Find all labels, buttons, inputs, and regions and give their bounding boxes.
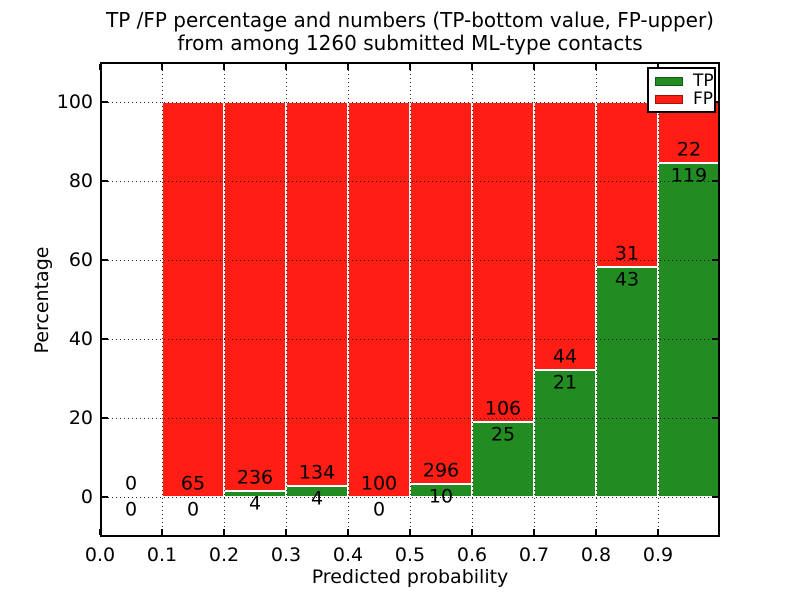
y-tick-label-60: 60 xyxy=(68,248,93,271)
bar-tp-6 xyxy=(472,421,534,498)
label-fp-count-1: 65 xyxy=(180,472,206,495)
label-fp-count-7: 44 xyxy=(552,345,578,368)
chart-title-line-1: TP /FP percentage and numbers (TP-bottom… xyxy=(106,8,714,32)
gridline-x-0.9 xyxy=(658,62,659,537)
bar-fp-2 xyxy=(224,101,286,491)
bar-fp-8 xyxy=(596,101,658,268)
label-tp-count-8: 43 xyxy=(614,268,640,291)
x-tick-top-0.7 xyxy=(533,64,535,70)
y-tick-label-0: 0 xyxy=(80,486,93,509)
y-tick-right-20 xyxy=(712,417,718,420)
label-tp-count-9: 119 xyxy=(670,164,708,187)
label-tp-count-2: 4 xyxy=(248,492,262,515)
label-tp-count-4: 0 xyxy=(372,498,386,521)
x-tick-bottom-0.9 xyxy=(657,529,659,535)
gridline-x-0.7 xyxy=(534,62,535,537)
x-tick-bottom-0.2 xyxy=(223,529,225,535)
x-tick-top-0.2 xyxy=(223,64,225,70)
x-tick-bottom-0.6 xyxy=(471,529,473,535)
bar-fp-4 xyxy=(348,101,410,498)
y-tick-left-20 xyxy=(102,417,108,420)
label-tp-count-3: 4 xyxy=(310,487,324,510)
x-tick-label-0.2: 0.2 xyxy=(208,544,240,566)
label-fp-count-4: 100 xyxy=(360,472,398,495)
gridline-x-0.2 xyxy=(224,62,225,537)
x-tick-label-0.6: 0.6 xyxy=(456,544,488,566)
legend: TP FP xyxy=(647,67,716,113)
legend-label-fp: FP xyxy=(693,89,714,109)
x-tick-label-0.5: 0.5 xyxy=(394,544,426,566)
y-tick-label-80: 80 xyxy=(68,169,93,192)
x-tick-label-0.3: 0.3 xyxy=(270,544,302,566)
label-tp-count-6: 25 xyxy=(490,423,516,446)
gridline-x-0.1 xyxy=(162,62,163,537)
y-tick-left-80 xyxy=(102,179,108,182)
gridline-x-0.3 xyxy=(286,62,287,537)
bar-fp-6 xyxy=(472,101,534,422)
y-tick-label-100: 100 xyxy=(56,90,93,113)
label-fp-count-6: 106 xyxy=(484,397,522,420)
legend-item-tp: TP xyxy=(655,73,714,90)
label-fp-count-0: 0 xyxy=(124,472,138,495)
x-tick-label-0.8: 0.8 xyxy=(580,544,612,566)
bar-tp-9 xyxy=(658,163,720,498)
x-tick-top-0.6 xyxy=(471,64,473,70)
x-tick-top-0 xyxy=(99,64,101,70)
legend-swatch-tp xyxy=(655,76,683,86)
label-fp-count-3: 134 xyxy=(298,461,336,484)
legend-swatch-fp xyxy=(655,94,683,104)
x-tick-bottom-0.1 xyxy=(161,529,163,535)
gridline-x-0.6 xyxy=(472,62,473,537)
gridline-x-0.8 xyxy=(596,62,597,537)
y-tick-label-40: 40 xyxy=(68,328,93,351)
x-tick-top-0.4 xyxy=(347,64,349,70)
x-tick-bottom-0.7 xyxy=(533,529,535,535)
label-tp-count-5: 10 xyxy=(428,485,454,508)
x-tick-top-0.3 xyxy=(285,64,287,70)
label-tp-count-1: 0 xyxy=(186,498,200,521)
y-tick-right-0 xyxy=(712,496,718,499)
y-tick-right-60 xyxy=(712,258,718,261)
x-tick-top-0.5 xyxy=(409,64,411,70)
label-fp-count-5: 296 xyxy=(422,459,460,482)
legend-label-tp: TP xyxy=(693,71,714,91)
label-tp-count-7: 21 xyxy=(552,371,578,394)
bar-fp-5 xyxy=(410,101,472,485)
label-tp-count-0: 0 xyxy=(124,498,138,521)
y-tick-left-100 xyxy=(102,100,108,103)
gridline-x-0.5 xyxy=(410,62,411,537)
x-axis-label: Predicted probability xyxy=(311,566,509,588)
label-fp-count-9: 22 xyxy=(676,138,702,161)
legend-item-fp: FP xyxy=(655,91,713,108)
x-tick-bottom-0.5 xyxy=(409,529,411,535)
bar-tp-7 xyxy=(534,369,596,498)
chart-title: TP /FP percentage and numbers (TP-bottom… xyxy=(20,9,800,55)
x-tick-label-0.9: 0.9 xyxy=(642,544,674,566)
y-tick-right-80 xyxy=(712,179,718,182)
x-tick-label-0.4: 0.4 xyxy=(332,544,364,566)
x-tick-bottom-0.4 xyxy=(347,529,349,535)
label-fp-count-8: 31 xyxy=(614,242,640,265)
x-tick-bottom-0 xyxy=(99,529,101,535)
y-tick-right-40 xyxy=(712,338,718,341)
bar-fp-7 xyxy=(534,101,596,370)
y-tick-left-60 xyxy=(102,258,108,261)
bar-fp-3 xyxy=(286,101,348,486)
x-tick-top-0.1 xyxy=(161,64,163,70)
y-tick-label-20: 20 xyxy=(68,407,93,430)
x-tick-label-0.7: 0.7 xyxy=(518,544,550,566)
bar-tp-8 xyxy=(596,267,658,498)
x-tick-bottom-0.3 xyxy=(285,529,287,535)
y-tick-left-0 xyxy=(102,496,108,499)
label-fp-count-2: 236 xyxy=(236,466,274,489)
x-tick-top-0.8 xyxy=(595,64,597,70)
x-tick-label-0.0: 0.0 xyxy=(84,544,116,566)
x-tick-bottom-0.8 xyxy=(595,529,597,535)
chart-title-line-2: from among 1260 submitted ML-type contac… xyxy=(177,31,643,55)
y-tick-left-40 xyxy=(102,338,108,341)
bar-fp-1 xyxy=(162,101,224,498)
gridline-x-0.4 xyxy=(348,62,349,537)
x-tick-label-0.1: 0.1 xyxy=(146,544,178,566)
